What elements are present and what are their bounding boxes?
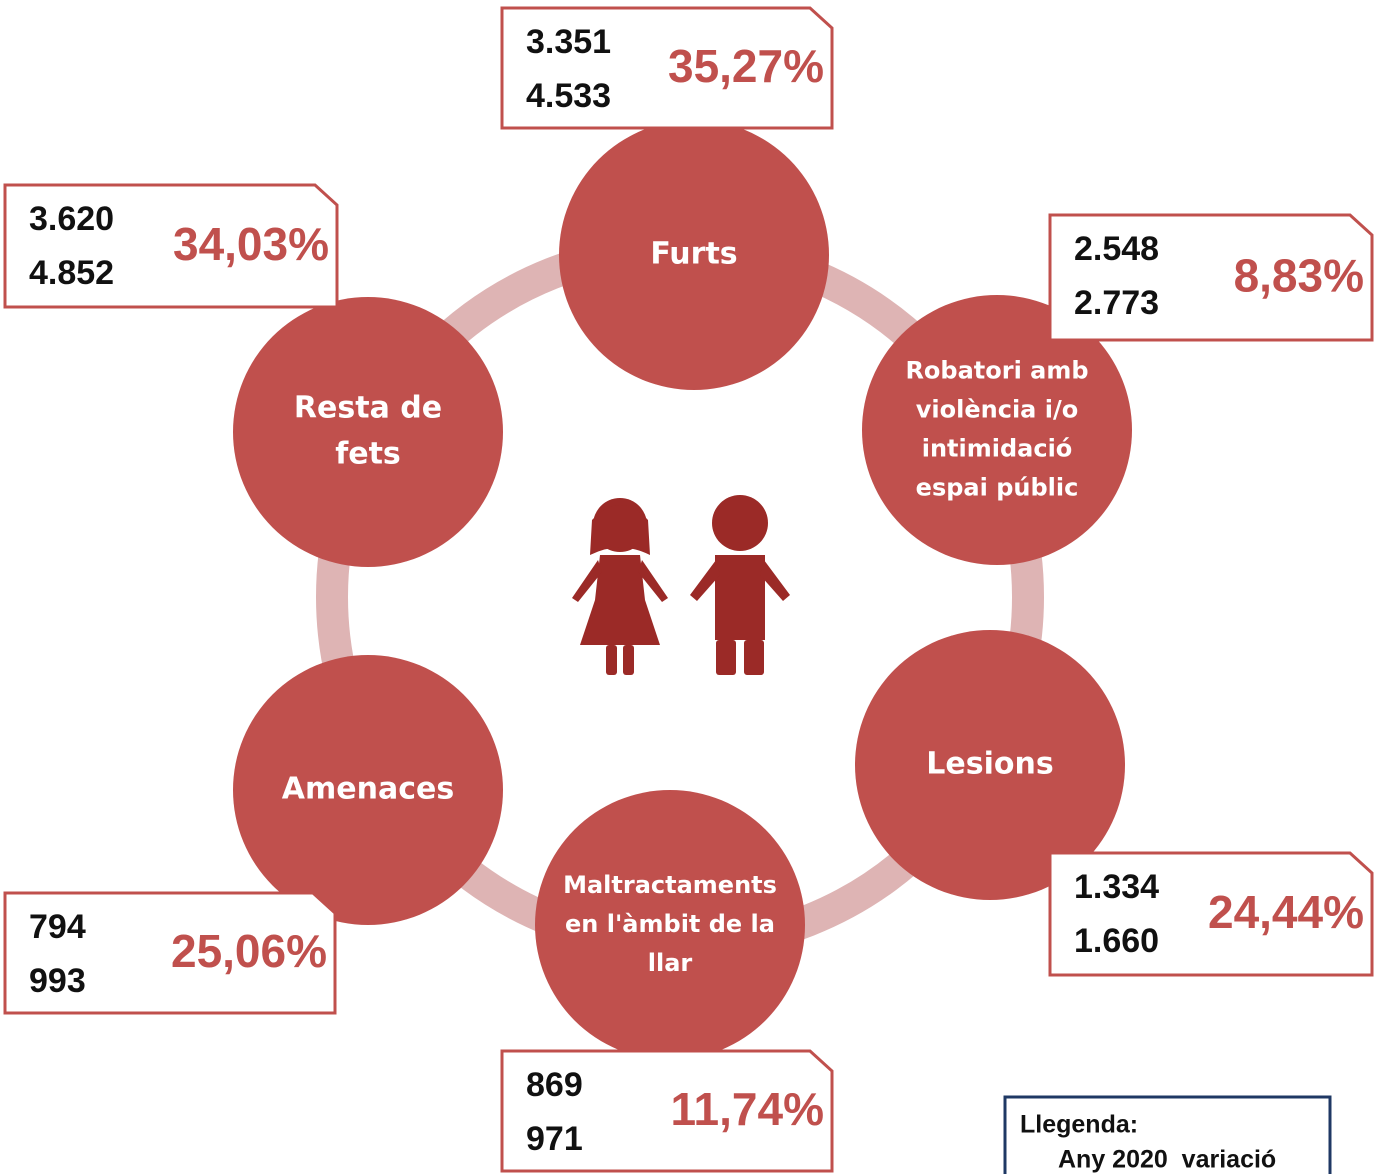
count: 1.660: [1074, 922, 1159, 960]
count: 4.852: [29, 254, 114, 292]
category-label: Robatori amb: [905, 357, 1088, 385]
category-circle: [862, 295, 1132, 565]
category-circle: [233, 655, 503, 925]
count: 3.351: [526, 23, 611, 61]
legend-title: Llegenda:: [1020, 1111, 1138, 1139]
value-box: [1048, 213, 1374, 342]
category-label: Furts: [650, 237, 737, 272]
variation: 24,44%: [1208, 886, 1364, 938]
category-label: Maltractaments: [563, 871, 777, 899]
category-circle: [559, 120, 829, 390]
category-label: espai públic: [916, 474, 1079, 502]
category-label: fets: [335, 437, 401, 472]
count: 3.620: [29, 200, 114, 238]
category-label: Lesions: [926, 747, 1053, 782]
category-circle: [535, 790, 805, 1060]
category-label: violència i/o: [916, 396, 1078, 424]
value-box: [500, 1049, 834, 1173]
variation: 25,06%: [171, 925, 327, 977]
variation: 11,74%: [671, 1083, 824, 1135]
value-box: [3, 183, 339, 309]
category-label: en l'àmbit de la: [565, 910, 775, 938]
value-box: [1048, 851, 1374, 977]
category-circle: [233, 297, 503, 567]
category-label: intimidació: [922, 435, 1073, 463]
children-icon: [572, 495, 790, 675]
value-box: [3, 891, 337, 1015]
count: 2.773: [1074, 284, 1159, 322]
count: 971: [526, 1120, 583, 1158]
count: 869: [526, 1066, 583, 1104]
count: 993: [29, 962, 86, 1000]
category-label: Resta de: [294, 391, 442, 426]
circles: Furts Robatori amb violència i/o intimidaci…: [233, 120, 1132, 1060]
category-label: llar: [648, 949, 693, 977]
variation: 8,83%: [1234, 250, 1364, 302]
value-boxes: 3.351 4.533 35,27% 2.548 2.773 8,83% 1.334 1.66…: [3, 6, 1374, 1173]
variation: 34,03%: [173, 218, 329, 270]
value-box: [500, 6, 834, 130]
variation: 35,27%: [668, 40, 824, 92]
category-circle: [855, 630, 1125, 900]
legend-text: Any 2020 variació: [1058, 1146, 1276, 1174]
count: 2.548: [1074, 230, 1159, 268]
category-label: Amenaces: [282, 772, 454, 807]
count: 794: [29, 908, 86, 946]
count: 1.334: [1074, 868, 1159, 906]
legend-box: [1003, 1095, 1332, 1174]
count: 4.533: [526, 77, 611, 115]
